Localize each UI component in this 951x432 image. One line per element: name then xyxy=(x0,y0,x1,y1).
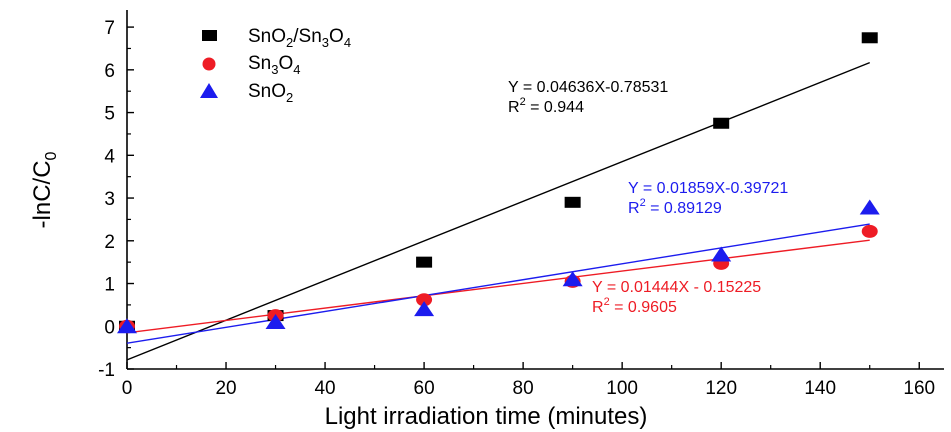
r-squared-red: R2 = 0.9605 xyxy=(592,296,677,316)
point-triangle xyxy=(711,246,732,262)
legend-label-sno2-sn3o4: SnO2/Sn3O4 xyxy=(248,26,351,50)
fit-equation-blue: Y = 0.01859X-0.39721 xyxy=(628,180,788,197)
data-points xyxy=(117,32,880,334)
point-square xyxy=(416,256,433,268)
legend-marker-red-circle xyxy=(202,57,216,71)
point-triangle xyxy=(859,199,880,215)
point-square xyxy=(861,32,878,44)
axis-ticks: 0 20 40 60 80 100 120 140 160 -1 0 1 2 3 4 5 6 7 xyxy=(98,18,935,399)
y-tick-label: 2 xyxy=(104,232,115,253)
y-axis-title: -lnC/C0 xyxy=(29,151,60,228)
point-square xyxy=(564,196,581,208)
x-axis-title: Light irradiation time (minutes) xyxy=(325,403,648,430)
fit-line-square xyxy=(126,61,870,361)
y-tick-label: 0 xyxy=(104,317,115,338)
point-triangle xyxy=(117,318,137,334)
point-triangle xyxy=(562,271,583,287)
legend-marker-black-square xyxy=(202,30,217,41)
x-tick-label: 20 xyxy=(215,378,236,399)
y-tick-label: 7 xyxy=(104,18,115,39)
x-tick-label: 40 xyxy=(314,378,335,399)
x-tick-label: 0 xyxy=(122,378,133,399)
point-square xyxy=(713,117,730,129)
y-tick-label: 3 xyxy=(104,189,115,210)
y-tick-label: 4 xyxy=(104,146,115,167)
y-tick-label: 5 xyxy=(104,104,115,125)
point-triangle xyxy=(265,313,286,329)
x-tick-label: 120 xyxy=(705,378,737,399)
x-tick-label: 100 xyxy=(606,378,638,399)
legend-label-sno2: SnO2 xyxy=(248,81,293,105)
fit-equation-black: Y = 0.04636X-0.78531 xyxy=(508,79,668,96)
x-tick-label: 80 xyxy=(513,378,534,399)
fit-line-triangle xyxy=(126,223,870,344)
y-tick-label: -1 xyxy=(98,360,115,381)
fit-lines xyxy=(126,61,870,361)
y-tick-label: 1 xyxy=(104,275,115,296)
legend-marker-blue-triangle xyxy=(200,83,218,98)
x-tick-label: 160 xyxy=(903,378,935,399)
fit-line-circle xyxy=(126,239,870,334)
r-squared-black: R2 = 0.944 xyxy=(508,96,584,116)
legend-label-sn3o4: Sn3O4 xyxy=(248,53,301,77)
legend: SnO2/Sn3O4 Sn3O4 SnO2 xyxy=(200,26,351,105)
x-tick-label: 140 xyxy=(804,378,836,399)
point-circle xyxy=(416,293,433,307)
r-squared-blue: R2 = 0.89129 xyxy=(628,197,722,217)
point-triangle xyxy=(414,301,435,317)
point-circle xyxy=(861,224,878,238)
x-tick-label: 60 xyxy=(414,378,435,399)
annotations: Y = 0.04636X-0.78531 R2 = 0.944 Y = 0.01… xyxy=(508,79,788,316)
y-tick-label: 6 xyxy=(104,61,115,82)
fit-equation-red: Y = 0.01444X - 0.15225 xyxy=(592,279,761,296)
